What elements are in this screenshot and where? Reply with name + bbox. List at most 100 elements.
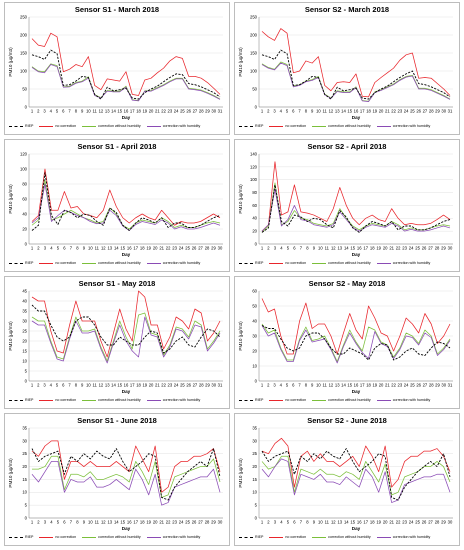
series-line-no-correction xyxy=(31,440,221,493)
legend-label: correction without humidity xyxy=(328,535,371,540)
legend-label: correction without humidity xyxy=(328,398,371,403)
x-tick-label: 3 xyxy=(43,109,46,114)
chart-legend: RIEP no correction correction without humi… xyxy=(239,398,457,406)
x-tick-label: 26 xyxy=(186,383,191,388)
legend-swatch xyxy=(376,536,391,538)
x-tick-label: 15 xyxy=(347,109,352,114)
legend-swatch xyxy=(82,399,97,401)
x-tick-label: 10 xyxy=(316,109,321,114)
x-tick-label: 9 xyxy=(311,383,314,388)
x-tick-label: 1 xyxy=(261,520,264,525)
y-tick-label: 0 xyxy=(25,515,28,520)
legend-label: correction with humidity xyxy=(162,535,201,540)
x-tick-label: 4 xyxy=(280,246,283,251)
x-axis-label: Day xyxy=(352,252,361,257)
x-tick-label: 13 xyxy=(105,383,110,388)
legend-swatch xyxy=(9,536,23,538)
x-tick-label: 7 xyxy=(298,383,301,388)
y-tick-label: 20 xyxy=(22,464,27,469)
legend-item: correction without humidity xyxy=(312,398,371,402)
x-tick-label: 31 xyxy=(218,383,223,388)
legend-item: no correction xyxy=(39,398,76,402)
x-tick-label: 4 xyxy=(50,383,53,388)
x-tick-label: 1 xyxy=(31,520,34,525)
x-tick-label: 15 xyxy=(350,246,355,251)
x-tick-label: 6 xyxy=(62,383,65,388)
x-tick-label: 26 xyxy=(416,383,421,388)
chart-legend: RIEP no correction correction without humi… xyxy=(9,398,227,406)
x-tick-label: 23 xyxy=(172,246,177,251)
x-tick-label: 4 xyxy=(50,520,53,525)
x-tick-label: 30 xyxy=(448,246,453,251)
legend-item: correction without humidity xyxy=(312,124,371,128)
legend-label: correction without humidity xyxy=(98,398,141,403)
x-tick-label: 10 xyxy=(88,520,93,525)
legend-item: RIEP xyxy=(9,535,33,539)
legend-label: correction without humidity xyxy=(328,261,371,266)
x-tick-label: 10 xyxy=(318,520,323,525)
series-line-corr-with xyxy=(31,461,221,506)
x-tick-label: 2 xyxy=(37,520,40,525)
x-tick-label: 14 xyxy=(341,109,346,114)
y-tick-label: 150 xyxy=(250,50,258,55)
x-tick-label: 22 xyxy=(391,109,396,114)
x-tick-label: 20 xyxy=(153,246,158,251)
legend-item: correction with humidity xyxy=(146,124,200,128)
chart-panel: Sensor S2 - March 2018 0 50 100 150 200 250 1 2 3… xyxy=(234,2,460,135)
x-tick-label: 18 xyxy=(140,520,145,525)
x-tick-label: 19 xyxy=(142,383,147,388)
x-tick-label: 22 xyxy=(391,383,396,388)
x-tick-label: 5 xyxy=(57,520,60,525)
x-tick-label: 6 xyxy=(293,246,296,251)
chart-title: Sensor S1 - May 2018 xyxy=(78,279,156,288)
x-tick-label: 23 xyxy=(398,109,403,114)
chart-legend: RIEP no correction correction without humi… xyxy=(9,124,227,132)
x-tick-label: 24 xyxy=(179,520,184,525)
x-tick-label: 26 xyxy=(186,109,191,114)
legend-swatch xyxy=(146,262,161,264)
x-tick-label: 24 xyxy=(404,383,409,388)
chart-title: Sensor S2 - March 2018 xyxy=(304,5,390,14)
x-tick-label: 28 xyxy=(199,383,204,388)
legend-label: correction with humidity xyxy=(162,261,201,266)
x-tick-label: 13 xyxy=(105,109,110,114)
x-tick-label: 12 xyxy=(99,383,104,388)
series-line-corr-without xyxy=(261,323,451,362)
y-axis-label: PM10 (µg/m3) xyxy=(8,458,13,488)
y-axis-label: PM10 (µg/m3) xyxy=(8,184,13,214)
legend-label: correction without humidity xyxy=(328,124,371,129)
x-tick-label: 21 xyxy=(389,520,394,525)
chart-title: Sensor S1 - June 2018 xyxy=(77,416,157,425)
legend-item: correction with humidity xyxy=(146,535,201,540)
x-tick-label: 29 xyxy=(435,383,440,388)
legend-swatch xyxy=(146,536,161,538)
x-tick-label: 17 xyxy=(363,246,368,251)
x-tick-label: 1 xyxy=(31,246,34,251)
series-line-corr-with xyxy=(31,183,221,231)
series-line-corr-without xyxy=(32,455,221,498)
chart-panel: Sensor S2 - May 2018 0 10 20 30 40 50 60 1 2 3 4 5 6 7… xyxy=(234,276,460,409)
x-tick-label: 17 xyxy=(363,520,368,525)
x-tick-label: 8 xyxy=(75,383,78,388)
legend-item: RIEP xyxy=(9,261,33,265)
x-tick-label: 7 xyxy=(300,520,303,525)
x-tick-label: 30 xyxy=(448,520,453,525)
legend-label: no correction xyxy=(285,535,307,540)
y-tick-label: 15 xyxy=(22,348,27,353)
x-tick-label: 19 xyxy=(372,109,377,114)
series-line-riep xyxy=(261,448,451,501)
x-tick-label: 13 xyxy=(337,246,342,251)
y-tick-label: 10 xyxy=(252,363,257,368)
x-tick-label: 11 xyxy=(325,246,330,251)
legend-swatch xyxy=(239,262,253,264)
chart-title: Sensor S2 - May 2018 xyxy=(308,279,386,288)
x-tick-label: 8 xyxy=(306,520,309,525)
legend-item: correction without humidity xyxy=(82,261,141,265)
y-tick-label: 35 xyxy=(22,425,27,430)
series-line-no-correction xyxy=(261,161,451,232)
x-tick-label: 28 xyxy=(429,109,434,114)
x-tick-label: 14 xyxy=(114,246,119,251)
y-tick-label: 30 xyxy=(252,333,257,338)
